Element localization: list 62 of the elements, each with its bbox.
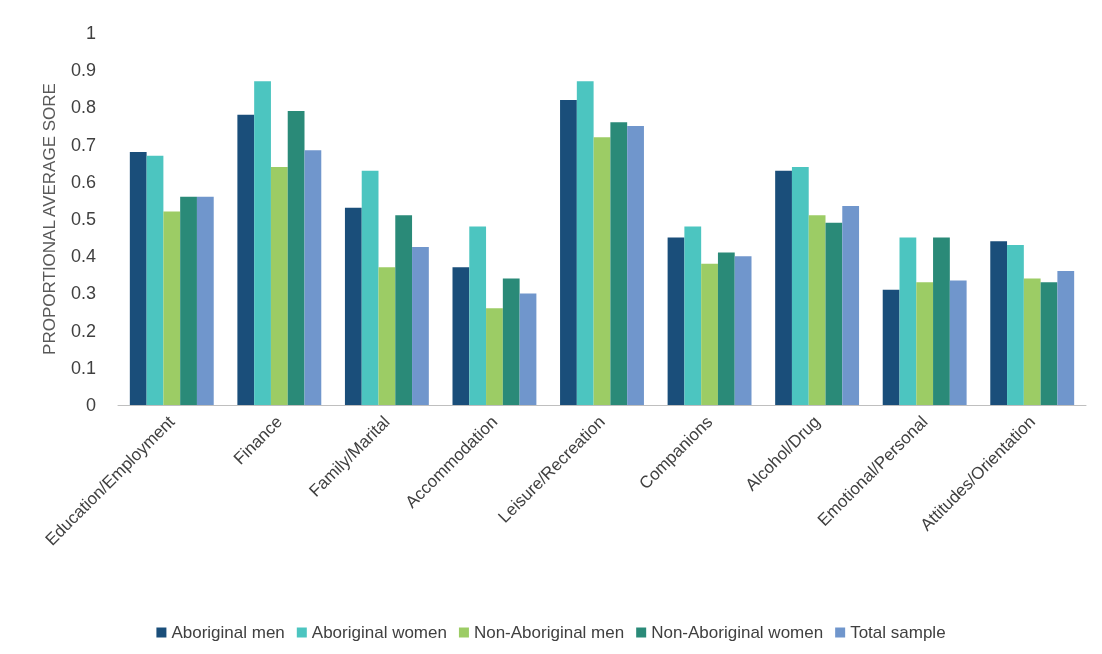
bar — [412, 246, 429, 405]
bar — [129, 152, 147, 405]
legend-label: Non-Aboriginal men — [473, 623, 625, 642]
bar — [825, 222, 843, 405]
bar — [344, 207, 362, 405]
bar — [1007, 245, 1024, 405]
bar — [237, 114, 255, 405]
bar — [916, 282, 934, 405]
legend-label: Aboriginal men — [171, 623, 285, 642]
y-tick-label: 0.2 — [70, 320, 96, 341]
bar — [469, 226, 487, 405]
bar — [949, 280, 967, 405]
bar — [1040, 282, 1058, 405]
bar — [1057, 271, 1075, 405]
y-tick-label: 1 — [85, 23, 96, 43]
bar — [684, 226, 702, 405]
bar — [882, 289, 900, 405]
y-tick-label: 0.7 — [70, 134, 96, 155]
y-tick-label: 0.6 — [70, 171, 96, 192]
bar — [717, 252, 735, 405]
bar — [287, 111, 305, 405]
bar — [361, 170, 379, 405]
y-tick-label: 0.4 — [70, 246, 96, 267]
bar — [933, 237, 950, 405]
bar — [519, 293, 537, 405]
y-tick-label: 0.5 — [70, 209, 96, 229]
y-tick-label: 0.8 — [70, 97, 96, 118]
bar — [775, 170, 792, 405]
bar — [254, 81, 271, 405]
bar — [1023, 278, 1041, 405]
bar — [990, 241, 1008, 405]
bar — [791, 166, 809, 405]
bar — [378, 267, 396, 405]
legend-label: Total sample — [850, 623, 946, 642]
bar — [899, 237, 917, 405]
y-tick-label: 0.3 — [70, 283, 96, 304]
bar — [842, 205, 860, 405]
y-tick-label: 0.9 — [70, 60, 96, 81]
bar — [701, 263, 718, 405]
bar — [395, 215, 413, 405]
bar — [667, 237, 685, 405]
bar — [734, 256, 752, 405]
y-tick-label: 0 — [85, 395, 96, 415]
bar — [610, 122, 628, 405]
legend-label: Non-Aboriginal women — [651, 623, 824, 642]
bar — [180, 196, 197, 405]
bar — [502, 278, 520, 405]
bar — [270, 166, 288, 405]
bar — [304, 150, 322, 405]
bar — [627, 126, 644, 405]
bar — [808, 215, 826, 405]
bar — [486, 308, 503, 405]
bar — [593, 137, 611, 405]
bar — [452, 267, 470, 405]
bar — [163, 211, 181, 405]
y-tick-label: 0.1 — [70, 357, 96, 378]
y-axis-title: PROPORTIONAL AVERAGE SORE — [40, 83, 59, 355]
bar — [560, 99, 577, 405]
bar — [196, 196, 214, 405]
bar — [576, 81, 594, 405]
legend-label: Aboriginal women — [311, 623, 447, 642]
bar — [146, 155, 164, 405]
